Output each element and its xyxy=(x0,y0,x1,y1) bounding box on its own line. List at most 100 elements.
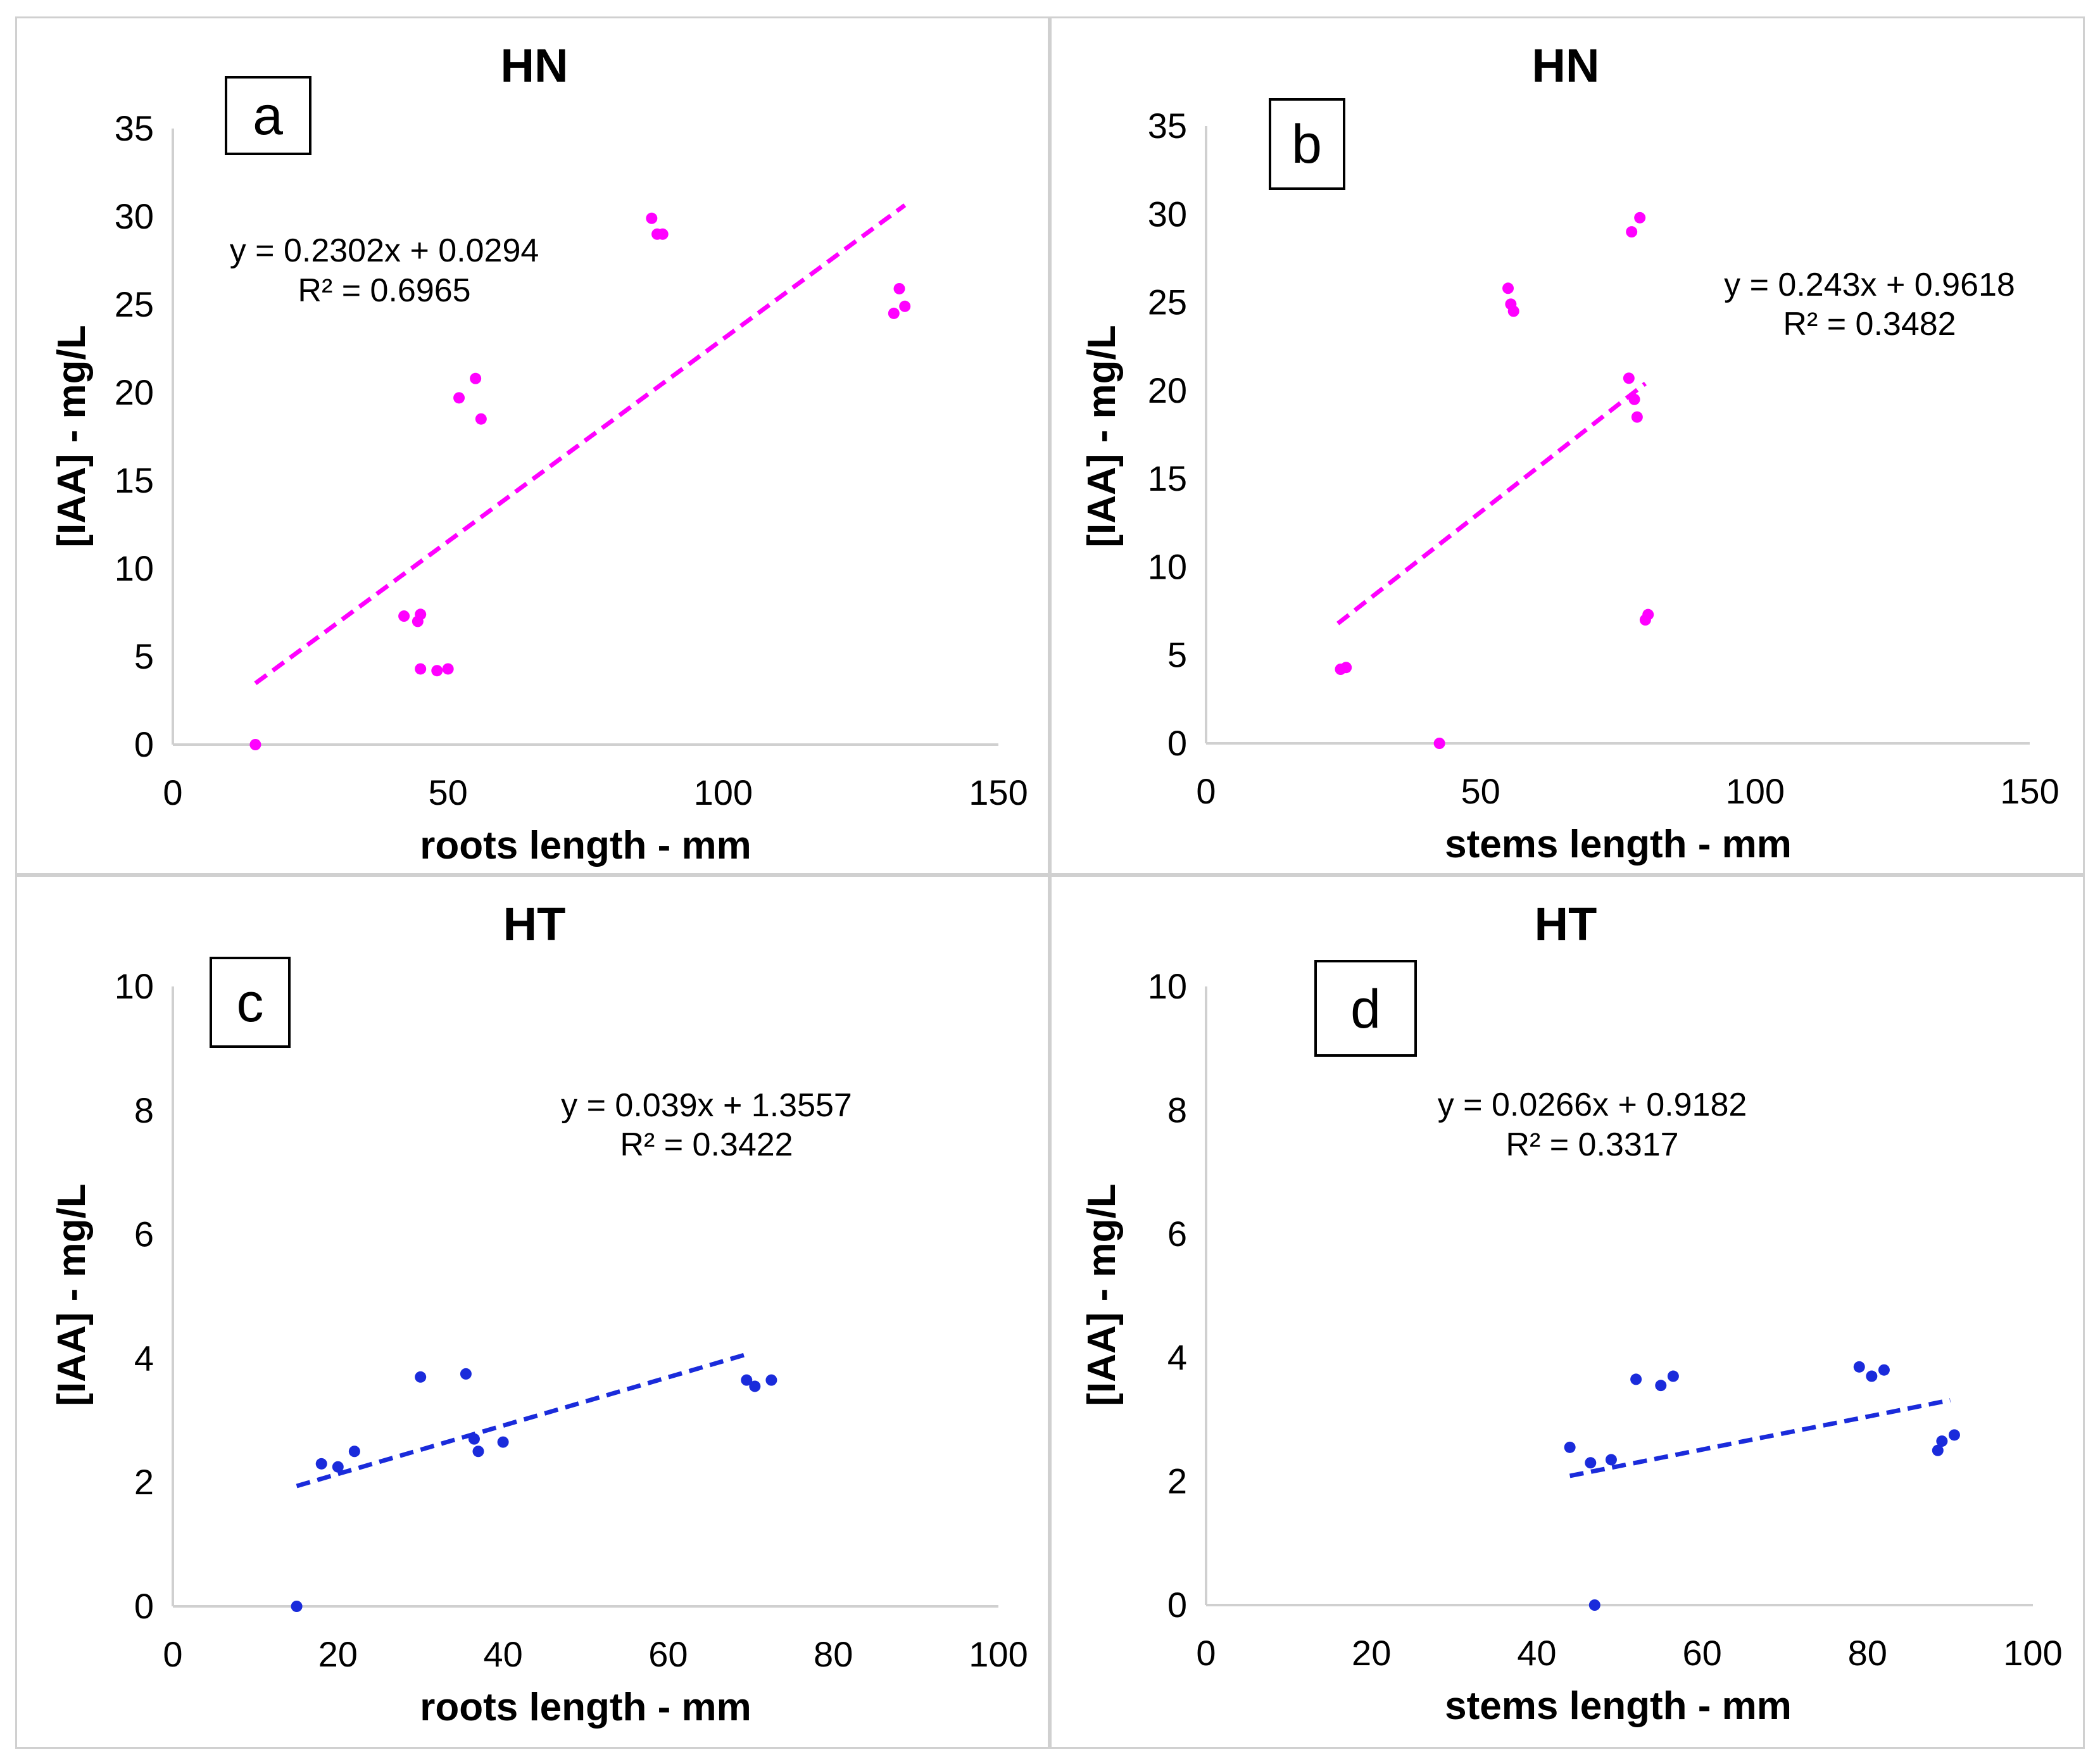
y-tick-label: 30 xyxy=(115,196,154,236)
y-tick-label: 15 xyxy=(115,460,154,500)
data-points xyxy=(1564,1361,1960,1611)
data-points xyxy=(1335,211,1654,749)
panel-letter: c xyxy=(237,973,264,1033)
y-tick-label: 0 xyxy=(134,1586,154,1626)
data-point xyxy=(1628,393,1640,405)
data-point xyxy=(497,1436,509,1448)
x-tick-label: 100 xyxy=(1726,771,1785,811)
data-point xyxy=(1634,211,1646,224)
y-tick-label: 25 xyxy=(115,284,154,324)
x-tick-label: 150 xyxy=(2000,771,2059,811)
y-tick-label: 6 xyxy=(134,1214,154,1254)
x-tick-label: 20 xyxy=(318,1634,358,1674)
data-point xyxy=(1936,1435,1948,1447)
data-point xyxy=(1433,738,1445,749)
data-point xyxy=(291,1601,303,1612)
x-tick-label: 100 xyxy=(2003,1633,2062,1673)
data-points xyxy=(249,212,911,750)
panel-letter-box xyxy=(1269,98,1345,190)
data-point xyxy=(1630,1373,1642,1385)
data-point xyxy=(460,1368,472,1380)
trendline xyxy=(296,1351,751,1489)
data-point xyxy=(1564,1441,1576,1453)
chart-title: HT xyxy=(1535,898,1597,950)
y-tick-label: 35 xyxy=(1148,106,1187,146)
data-point xyxy=(1502,282,1514,294)
x-tick-label: 150 xyxy=(969,772,1028,812)
panel-letter-box xyxy=(1314,960,1417,1057)
data-point xyxy=(470,372,482,384)
data-point xyxy=(415,1371,427,1383)
data-point xyxy=(412,615,424,627)
y-tick-label: 10 xyxy=(115,548,154,588)
chart-title: HN xyxy=(501,39,569,92)
y-tick-label: 0 xyxy=(134,724,154,764)
trendline xyxy=(254,203,907,686)
data-point xyxy=(415,663,427,675)
r-squared: R² = 0.3482 xyxy=(1783,306,1956,343)
x-tick-label: 0 xyxy=(163,772,182,812)
data-point xyxy=(1340,662,1352,674)
data-point xyxy=(1626,226,1638,238)
data-point xyxy=(1631,411,1643,423)
data-points xyxy=(291,1368,777,1612)
data-point xyxy=(893,282,905,294)
chart-panel-c: c HT 0 2 4 6 8 10 0 20 40 60 80 100 y = 0.039x + 1.… xyxy=(15,875,1050,1749)
x-tick-label: 80 xyxy=(814,1634,853,1674)
data-point xyxy=(899,300,911,312)
x-tick-label: 80 xyxy=(1848,1633,1887,1673)
y-tick-label: 10 xyxy=(1148,546,1187,586)
x-tick-label: 40 xyxy=(1517,1633,1556,1673)
data-point xyxy=(1585,1457,1597,1469)
x-tick-label: 60 xyxy=(1682,1633,1721,1673)
data-point xyxy=(741,1374,753,1386)
y-tick-label: 20 xyxy=(115,372,154,412)
y-axis-label: [IAA] - mg/L xyxy=(50,1183,94,1406)
y-tick-label: 10 xyxy=(115,966,154,1006)
x-tick-label: 100 xyxy=(969,1634,1028,1674)
data-point xyxy=(398,610,410,622)
tick-labels: 0 5 10 15 20 25 30 35 0 50 100 150 xyxy=(1148,106,2059,811)
data-point xyxy=(1932,1444,1944,1456)
data-point xyxy=(888,307,900,319)
data-point xyxy=(749,1380,761,1392)
y-axis-label: [IAA] - mg/L xyxy=(1080,1183,1124,1406)
data-point xyxy=(765,1374,777,1386)
y-tick-label: 30 xyxy=(1148,194,1187,234)
x-tick-label: 40 xyxy=(483,1634,522,1674)
trendline xyxy=(1336,381,1647,626)
data-point xyxy=(475,413,487,425)
data-point xyxy=(1655,1380,1667,1392)
y-tick-label: 20 xyxy=(1148,370,1187,410)
data-point xyxy=(646,212,658,224)
x-tick-label: 0 xyxy=(1196,771,1216,811)
trendline-equation: y = 0.243x + 0.9618 xyxy=(1724,267,2015,303)
x-tick-label: 0 xyxy=(163,1634,182,1674)
panel-letter: a xyxy=(253,85,283,146)
data-point xyxy=(315,1458,327,1470)
y-tick-label: 5 xyxy=(1167,635,1187,675)
chart-panel-a: a HN 0 5 10 15 20 25 30 35 0 50 100 150 y = 0.2302x… xyxy=(15,16,1050,875)
x-tick-label: 0 xyxy=(1196,1633,1216,1673)
data-point xyxy=(1866,1370,1878,1382)
y-tick-label: 10 xyxy=(1148,966,1187,1006)
x-axis-label: stems length - mm xyxy=(1445,1684,1792,1728)
x-tick-label: 50 xyxy=(429,772,468,812)
data-point xyxy=(468,1433,480,1445)
data-point xyxy=(1588,1599,1600,1611)
x-axis-label: stems length - mm xyxy=(1445,822,1792,866)
x-tick-label: 20 xyxy=(1352,1633,1391,1673)
y-tick-label: 15 xyxy=(1148,458,1187,498)
y-tick-label: 4 xyxy=(134,1338,154,1378)
x-axis-label: roots length - mm xyxy=(420,1685,751,1729)
y-axis-label: [IAA] - mg/L xyxy=(1080,325,1124,547)
y-tick-label: 8 xyxy=(134,1090,154,1130)
chart-panel-d: d HT 0 2 4 6 8 10 0 20 40 60 80 100 y = 0.0266x + 0… xyxy=(1050,875,2085,1749)
data-point xyxy=(249,739,261,750)
data-point xyxy=(472,1446,484,1458)
data-point xyxy=(1878,1364,1890,1376)
